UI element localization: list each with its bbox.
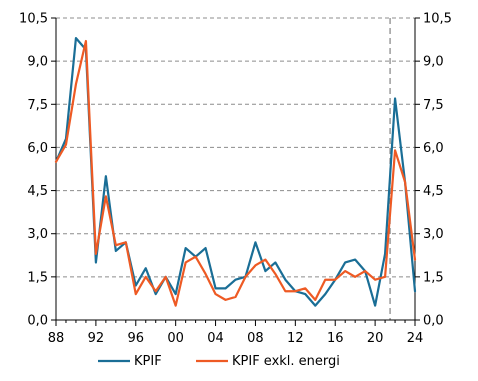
y-tick-label-left: 7,5: [27, 98, 48, 113]
x-tick-label: 08: [247, 331, 264, 346]
axes: [51, 17, 420, 326]
x-tick-label: 92: [88, 331, 105, 346]
gridlines: [56, 17, 415, 278]
y-axis-labels-right: 0,0 1,5 3,0 4,5 6,0 7,5 9,0 10,5: [423, 12, 452, 329]
y-axis-labels-left: 0,0 1,5 3,0 4,5 6,0 7,5 9,0 10,5: [19, 12, 48, 329]
y-tick-label-right: 4,5: [423, 184, 444, 199]
y-tick-label-right: 10,5: [423, 12, 452, 27]
y-tick-label-right: 0,0: [423, 314, 444, 329]
legend-label: KPIF: [134, 354, 162, 369]
x-tick-label: 16: [327, 331, 344, 346]
y-tick-label-left: 3,0: [27, 227, 48, 242]
y-tick-label-left: 10,5: [19, 12, 48, 27]
y-tick-label-left: 4,5: [27, 184, 48, 199]
x-tick-label: 00: [167, 331, 184, 346]
legend-label: KPIF exkl. energi: [232, 354, 340, 369]
y-tick-label-right: 1,5: [423, 270, 444, 285]
y-tick-label-left: 6,0: [27, 141, 48, 156]
y-tick-label-left: 0,0: [27, 314, 48, 329]
y-tick-label-right: 9,0: [423, 55, 444, 70]
y-tick-label-right: 6,0: [423, 141, 444, 156]
y-tick-label-left: 9,0: [27, 55, 48, 70]
x-tick-label: 24: [407, 331, 424, 346]
y-tick-label-right: 7,5: [423, 98, 444, 113]
y-tick-label-left: 1,5: [27, 270, 48, 285]
y-tick-label-right: 3,0: [423, 227, 444, 242]
x-tick-label: 20: [367, 331, 384, 346]
x-tick-label: 12: [287, 331, 304, 346]
series-lines: [54, 37, 417, 307]
x-tick-label: 04: [207, 331, 224, 346]
x-tick-label: 96: [128, 331, 145, 346]
x-axis-labels: 88 92 96 00 04 08 12 16 20 24: [48, 331, 424, 346]
series-line-kpif: [54, 37, 417, 307]
x-tick-label: 88: [48, 331, 65, 346]
legend: KPIF KPIF exkl. energi: [98, 354, 340, 369]
series-line-kpif-exkl-energi: [54, 39, 417, 307]
